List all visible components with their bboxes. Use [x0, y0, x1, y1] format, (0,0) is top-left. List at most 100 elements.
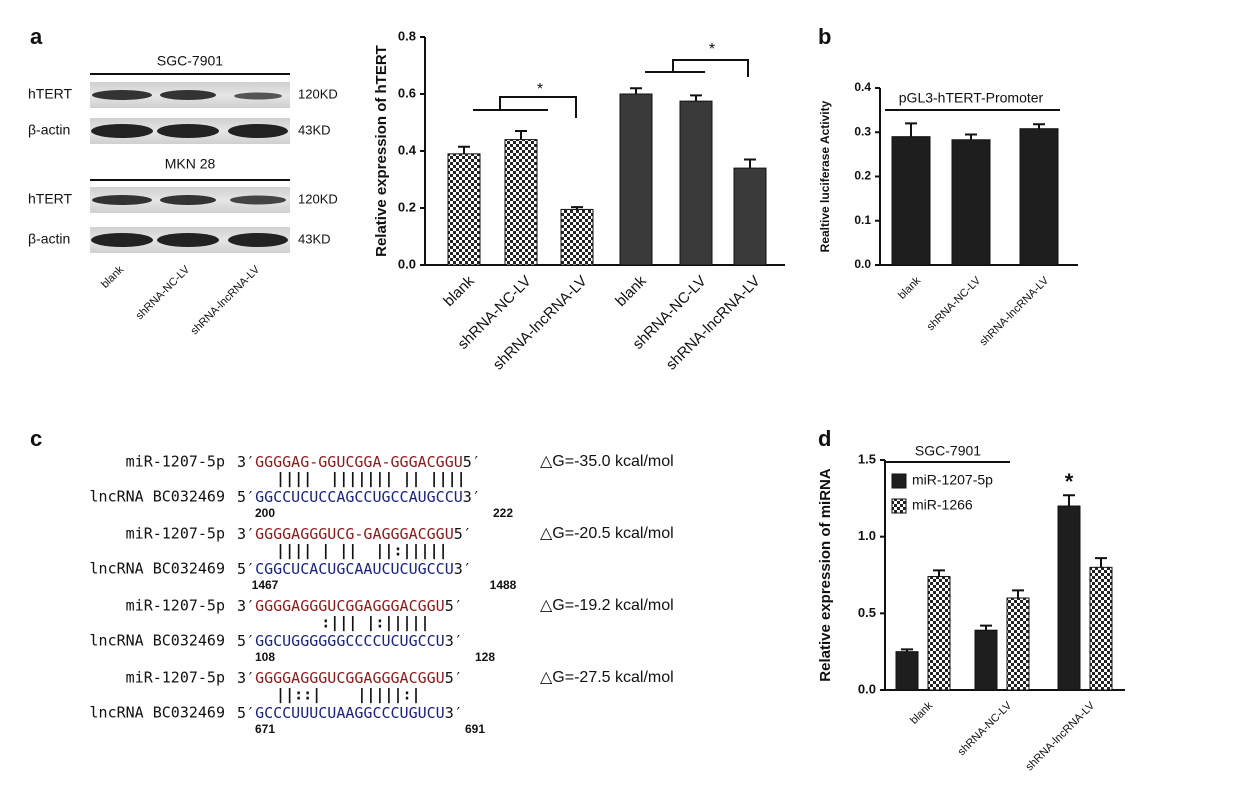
y-tick-label: 0.3: [854, 124, 871, 138]
protein-label: hTERT: [28, 86, 73, 102]
bar: [504, 139, 538, 266]
panel-label: d: [818, 426, 831, 451]
x-tick-label: blank: [440, 272, 478, 310]
sequence: GCCCUUUCUAAGGCCCUGUCU: [255, 704, 445, 722]
significance: *: [709, 41, 715, 58]
lane-label: shRNA-lncRNA-LV: [189, 263, 263, 337]
lane-label: blank: [99, 263, 126, 290]
y-tick-label: 0.1: [854, 213, 871, 227]
significance: *: [537, 81, 543, 98]
sequence: GGGGAG-GGUCGGA-GGGACGGU: [255, 453, 463, 471]
y-tick-label: 1.0: [858, 528, 876, 543]
lncrna-seq: 5′GGCUGGGGGGCCCCUCUGCCU3′: [237, 632, 463, 650]
end-pos: 222: [493, 506, 513, 520]
sequence: CGGCUCACUGCAAUCUCUGCCU: [255, 560, 454, 578]
start-pos: 108: [255, 650, 275, 664]
pairing: |||| ||||||| || ||||: [258, 470, 466, 489]
seq-end: 3′: [237, 525, 255, 543]
bar: [733, 167, 767, 266]
bar: [951, 139, 991, 266]
y-tick-label: 0.6: [398, 85, 416, 100]
seq-end: 5′: [237, 632, 255, 650]
seq-end: 3′: [463, 488, 481, 506]
x-tick-label: shRNA-lncRNA-LV: [978, 274, 1052, 348]
size-label: 120KD: [298, 191, 338, 206]
y-tick-label: 0.0: [854, 257, 871, 271]
bar: [679, 100, 713, 266]
seq-end: 3′: [237, 669, 255, 687]
y-tick-label: 0.2: [854, 169, 871, 183]
bar: [891, 136, 931, 266]
size-label: 43KD: [298, 122, 331, 137]
cell-line-label: MKN 28: [165, 156, 216, 172]
error-bar: [965, 133, 977, 140]
seq-end: 5′: [237, 704, 255, 722]
mirna-name: miR-1207-5p: [126, 453, 225, 471]
sequence: GGGGAGGGUCGGAGGGACGGU: [255, 669, 445, 687]
bar: [974, 629, 998, 691]
error-bar: [905, 122, 917, 137]
size-label: 120KD: [298, 86, 338, 101]
y-tick-label: 0.2: [398, 199, 416, 214]
mirna-name: miR-1207-5p: [126, 525, 225, 543]
y-tick-label: 0.4: [854, 80, 871, 94]
x-tick-label: shRNA-lncRNA-LV: [490, 273, 591, 374]
lncrna-seq: 5′CGGCUCACUGCAAUCUCUGCCU3′: [237, 560, 472, 578]
bar: [927, 576, 951, 691]
sequence: GGGGAGGGUCGGAGGGACGGU: [255, 597, 445, 615]
y-tick-label: 0.5: [858, 605, 876, 620]
bar: [1006, 597, 1030, 691]
seq-end: 5′: [237, 488, 255, 506]
error-bar: [1033, 123, 1045, 129]
error-bar: [1063, 494, 1075, 506]
y-tick-label: 0.4: [398, 142, 417, 157]
lncrna-name: lncRNA BC032469: [90, 488, 225, 506]
delta-g: △G=-19.2 kcal/mol: [540, 597, 674, 614]
bar: [895, 651, 919, 691]
panel-label: b: [818, 24, 831, 49]
error-bar: [458, 145, 470, 154]
mirna-seq: 3′GGGGAGGGUCGGAGGGACGGU5′: [237, 669, 463, 687]
sequence: GGCUGGGGGGCCCCUCUGCCU: [255, 632, 445, 650]
bar: [1057, 505, 1081, 691]
protein-label: hTERT: [28, 191, 73, 207]
start-pos: 200: [255, 506, 275, 520]
protein-label: β-actin: [28, 231, 70, 247]
bar: [619, 93, 653, 266]
protein-label: β-actin: [28, 122, 70, 138]
error-bar: [1012, 589, 1024, 598]
mirna-name: miR-1207-5p: [126, 597, 225, 615]
end-pos: 691: [465, 722, 485, 736]
lncrna-seq: 5′GGCCUCUCCAGCCUGCCAUGCCU3′: [237, 488, 481, 506]
y-axis-label: Realtive luciferase Activity: [818, 100, 832, 252]
pairing: ||::| |||||:|: [258, 686, 421, 705]
delta-g: △G=-20.5 kcal/mol: [540, 525, 674, 542]
mirna-seq: 3′GGGGAG-GGUCGGA-GGGACGGU5′: [237, 453, 481, 471]
panel-label: a: [30, 24, 43, 49]
legend-title: SGC-7901: [915, 443, 981, 459]
error-bar: [901, 648, 913, 652]
x-tick-label: blank: [908, 699, 935, 726]
lncrna-name: lncRNA BC032469: [90, 632, 225, 650]
mirna-seq: 3′GGGGAGGGUCGGAGGGACGGU5′: [237, 597, 463, 615]
bar: [447, 153, 481, 266]
end-pos: 1488: [490, 578, 517, 592]
sequence: GGCCUCUCCAGCCUGCCAUGCCU: [255, 488, 463, 506]
y-tick-label: 0.0: [398, 256, 416, 271]
error-bar: [744, 158, 756, 169]
error-bar: [630, 87, 642, 94]
x-tick-label: shRNA-lncRNA-LV: [1024, 699, 1098, 773]
bar: [1089, 566, 1113, 691]
legend-label: miR-1207-5p: [912, 472, 993, 488]
end-pos: 128: [475, 650, 495, 664]
x-tick-label: shRNA-NC-LV: [925, 274, 984, 333]
error-bar: [980, 624, 992, 631]
pairing: :||| |:|||||: [258, 614, 430, 633]
x-tick-label: shRNA-lncRNA-LV: [663, 273, 764, 374]
seq-end: 5′: [463, 453, 481, 471]
lncrna-name: lncRNA BC032469: [90, 704, 225, 722]
error-bar: [690, 94, 702, 102]
seq-end: 3′: [445, 704, 463, 722]
